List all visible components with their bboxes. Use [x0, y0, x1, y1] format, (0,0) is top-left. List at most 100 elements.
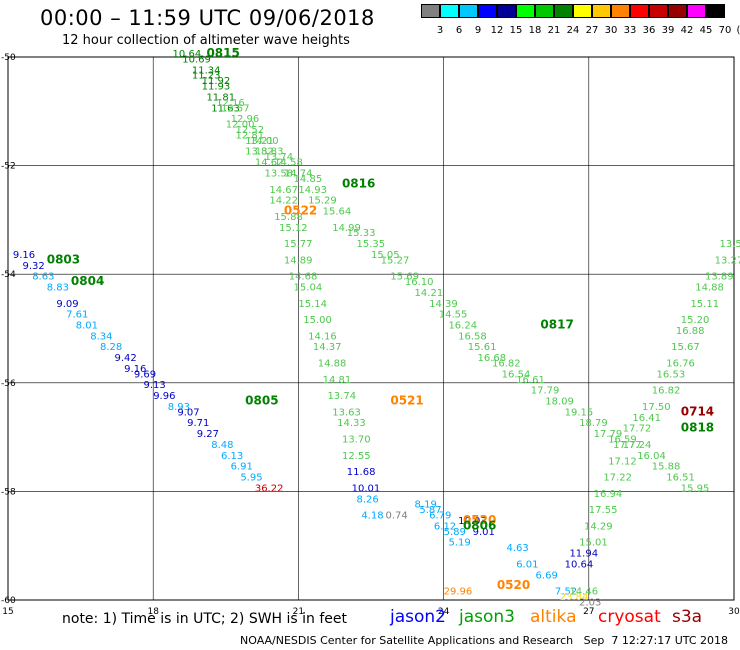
- wave-height-value: 36.22: [255, 483, 284, 494]
- wave-height-value: 15.33: [347, 228, 376, 239]
- pass-time-label: 0817: [540, 318, 573, 332]
- pass-time-label: 0803: [47, 252, 80, 266]
- colorbar-swatch: [421, 4, 440, 18]
- wave-height-value: 17.79: [594, 429, 623, 440]
- wave-height-value: 14.00: [250, 136, 279, 147]
- wave-height-value: 15.67: [671, 342, 700, 353]
- wave-height-value: 16.61: [516, 375, 545, 386]
- wave-height-value: 29.96: [444, 587, 473, 598]
- wave-height-value: 11.34: [192, 65, 221, 76]
- y-tick-label: -58: [1, 487, 16, 497]
- pass-time-label: 0522: [284, 203, 317, 217]
- wave-height-value: 9.32: [23, 261, 45, 272]
- colorbar-label: 24: [566, 25, 580, 36]
- wave-height-value: 6.12: [434, 521, 456, 532]
- wave-height-value: 17.12: [608, 456, 637, 467]
- wave-height-value: 10.64: [565, 559, 594, 570]
- wave-height-value: 2.03: [579, 597, 601, 608]
- wave-height-value: 13.74: [327, 391, 356, 402]
- wave-height-value: 8.01: [76, 321, 98, 332]
- wave-height-value: 16.76: [666, 359, 695, 370]
- colorbar-swatch: [554, 4, 573, 18]
- wave-height-value: 16.24: [448, 321, 477, 332]
- wave-height-value: 15.14: [298, 299, 327, 310]
- wave-height-value: 16.68: [477, 353, 506, 364]
- wave-height-value: 11.68: [347, 467, 376, 478]
- wave-height-value: 14.21: [415, 288, 444, 299]
- wave-height-value: 9.27: [197, 429, 219, 440]
- wave-height-value: 15.01: [579, 538, 608, 549]
- wave-height-value: 16.41: [632, 413, 661, 424]
- colorbar-swatch: [592, 4, 611, 18]
- wave-height-value: 7.52: [555, 587, 577, 598]
- wave-height-value: 13.63: [332, 407, 361, 418]
- x-tick-label: 15: [2, 607, 13, 617]
- colorbar-swatch: [497, 4, 516, 18]
- wave-height-value: 11.93: [202, 82, 231, 93]
- wave-height-value: 13.74: [265, 152, 294, 163]
- wave-height-value: 16.58: [458, 331, 487, 342]
- wave-height-value: 14.22: [269, 196, 298, 207]
- wave-height-value: 16.82: [492, 359, 521, 370]
- colorbar-label: 27: [585, 25, 599, 36]
- wave-height-value: 9.09: [56, 299, 78, 310]
- colorbar-label: 3: [436, 25, 444, 36]
- legend-jason2: jason2: [390, 607, 446, 627]
- wave-height-value: 15.20: [681, 315, 710, 326]
- wave-height-value: 4.18: [361, 511, 383, 522]
- colorbar-label: 18: [528, 25, 542, 36]
- wave-height-value: 14.99: [332, 223, 361, 234]
- wave-height-value: 5.89: [444, 527, 466, 538]
- colorbar-swatch: [516, 4, 535, 18]
- wave-height-value: 13.83: [255, 147, 284, 158]
- colorbar-swatch: [440, 4, 459, 18]
- colorbar-label: 42: [680, 25, 694, 36]
- wave-height-value: 17.55: [589, 505, 618, 516]
- colorbar-label: (ft): [736, 25, 740, 36]
- colorbar-swatch: [687, 4, 706, 18]
- wave-height-value: 12.55: [342, 451, 371, 462]
- wave-height-value: 15.00: [303, 315, 332, 326]
- wave-height-value: 11.81: [206, 92, 235, 103]
- wave-height-value: 14.81: [323, 375, 352, 386]
- credit: NOAA/NESDIS Center for Satellite Applica…: [240, 634, 729, 647]
- colorbar-label: 70: [718, 25, 732, 36]
- wave-height-value: 8.19: [415, 500, 437, 511]
- wave-height-value: 14.89: [284, 255, 313, 266]
- colorbar-swatch: [649, 4, 668, 18]
- wave-height-value: 14.88: [318, 359, 347, 370]
- wave-height-value: 15.29: [308, 196, 337, 207]
- wave-height-value: 9.16: [13, 250, 35, 261]
- wave-height-value: 14.37: [313, 342, 342, 353]
- legend-altika: altika: [530, 607, 577, 627]
- wave-height-value: 15.95: [681, 483, 710, 494]
- wave-height-value: 15.77: [284, 239, 313, 250]
- wave-height-value: 5.87: [419, 505, 441, 516]
- wave-height-value: 12.16: [216, 98, 245, 109]
- wave-height-value: 15.61: [468, 342, 497, 353]
- wave-height-value: 17.77: [613, 440, 642, 451]
- wave-height-value: 16.54: [502, 369, 531, 380]
- colorbar-swatch: [535, 4, 554, 18]
- x-tick-label: 21: [293, 607, 304, 617]
- wave-height-value: 6.01: [516, 559, 538, 570]
- wave-height-value: 10.03: [458, 516, 487, 527]
- wave-height-value: 8.63: [32, 272, 54, 283]
- legend-s3a: s3a: [672, 607, 703, 627]
- wave-height-value: 8.28: [100, 342, 122, 353]
- pass-time-label: 0714: [681, 404, 714, 418]
- x-tick-label: 24: [438, 607, 450, 617]
- wave-height-value: 14.93: [298, 185, 327, 196]
- wave-height-value: 11.92: [202, 76, 231, 87]
- wave-height-value: 15.11: [690, 299, 719, 310]
- wave-height-value: 14.16: [308, 331, 337, 342]
- wave-height-value: 10.01: [352, 483, 381, 494]
- wave-height-value: 14.33: [337, 418, 366, 429]
- wave-height-value: 8.48: [211, 440, 233, 451]
- wave-height-value: 15.64: [323, 206, 352, 217]
- x-tick-label: 18: [147, 607, 159, 617]
- colorbar-label: 21: [547, 25, 561, 36]
- colorbar-label: 30: [604, 25, 618, 36]
- wave-height-value: 16.10: [405, 277, 434, 288]
- plot-frame: [7, 56, 735, 601]
